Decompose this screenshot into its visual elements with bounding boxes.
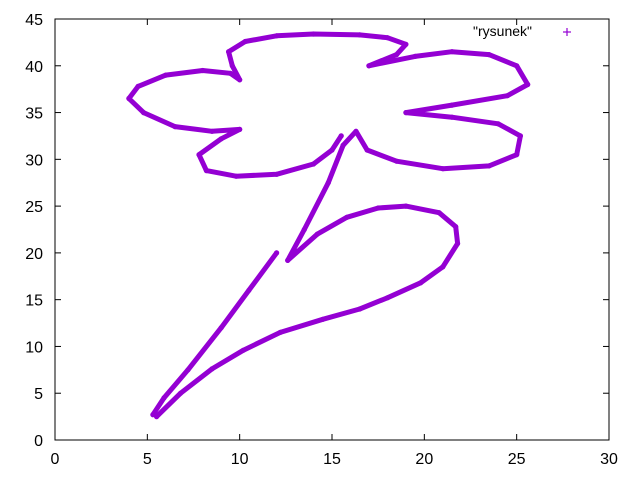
data-point xyxy=(233,173,239,179)
data-point xyxy=(449,102,455,108)
y-tick-label: 25 xyxy=(25,199,43,216)
x-tick-label: 10 xyxy=(231,451,249,468)
data-point xyxy=(274,171,280,177)
y-tick-label: 35 xyxy=(25,106,43,123)
data-point xyxy=(418,280,424,286)
data-point xyxy=(320,316,326,322)
data-point xyxy=(455,240,461,247)
data-point xyxy=(240,347,246,353)
data-point xyxy=(504,93,510,99)
data-point xyxy=(135,83,141,89)
data-point xyxy=(353,128,359,134)
data-point xyxy=(403,41,409,47)
data-point xyxy=(203,168,209,174)
data-point xyxy=(514,63,520,69)
axis-tick-labels: 0 5 10 15 20 25 30 0 5 10 15 20 25 30 35 40 45 xyxy=(25,12,618,468)
y-tick-label: 10 xyxy=(25,339,43,356)
data-point xyxy=(301,226,307,233)
data-point xyxy=(338,133,344,139)
data-point xyxy=(314,231,320,237)
data-point xyxy=(209,128,215,134)
data-point xyxy=(178,390,184,396)
data-point xyxy=(514,152,520,158)
data-point xyxy=(218,325,224,331)
data-point xyxy=(329,147,335,153)
data-point xyxy=(163,72,169,78)
data-point xyxy=(126,95,132,102)
data-point xyxy=(196,152,202,158)
legend: "rysunek" xyxy=(473,23,571,39)
data-point xyxy=(237,77,243,83)
data-point xyxy=(384,295,390,301)
data-point xyxy=(277,329,283,335)
legend-label: "rysunek" xyxy=(473,23,532,39)
y-tick-label: 5 xyxy=(34,386,43,403)
data-point xyxy=(486,163,492,169)
x-tick-label: 25 xyxy=(508,451,526,468)
data-point xyxy=(440,264,446,270)
data-point xyxy=(366,63,372,69)
series-stroke xyxy=(150,250,280,418)
y-tick-label: 40 xyxy=(25,59,43,76)
data-point xyxy=(161,395,167,401)
data-point xyxy=(200,67,206,74)
data-point xyxy=(440,166,446,172)
data-point xyxy=(412,53,418,60)
data-point xyxy=(357,306,363,312)
data-point xyxy=(226,49,232,55)
x-tick-label: 30 xyxy=(600,451,618,468)
data-point xyxy=(227,70,233,76)
data-point xyxy=(486,52,492,58)
x-tick-label: 5 xyxy=(143,451,152,468)
data-point xyxy=(285,257,291,263)
data-point xyxy=(310,31,317,37)
series-stroke xyxy=(126,31,531,420)
x-tick-label: 0 xyxy=(51,451,60,468)
y-tick-label: 30 xyxy=(25,152,43,169)
y-tick-label: 45 xyxy=(25,12,43,29)
data-point xyxy=(364,147,370,153)
data-point xyxy=(229,63,235,69)
data-point xyxy=(325,180,331,186)
data-point xyxy=(384,35,390,41)
data-point xyxy=(237,126,243,132)
data-point xyxy=(274,33,280,39)
data-point xyxy=(344,214,350,220)
data-point xyxy=(274,250,280,256)
data-point xyxy=(436,210,442,216)
y-tick-label: 0 xyxy=(34,433,43,450)
data-point xyxy=(394,52,400,58)
data-point xyxy=(495,121,501,127)
data-point xyxy=(453,224,459,230)
y-tick-label: 20 xyxy=(25,246,43,263)
data-series-rysunek xyxy=(126,31,531,420)
data-point xyxy=(242,38,248,45)
data-point xyxy=(449,114,455,120)
data-point xyxy=(340,142,346,148)
data-point xyxy=(218,136,224,142)
x-tick-label: 20 xyxy=(415,451,433,468)
axis-ticks xyxy=(54,18,610,441)
data-point xyxy=(403,110,409,116)
data-point xyxy=(172,124,178,130)
data-point xyxy=(357,32,363,38)
data-point xyxy=(141,110,147,116)
data-point xyxy=(150,412,156,418)
data-point xyxy=(209,366,215,372)
data-point xyxy=(525,81,531,88)
data-point xyxy=(310,161,317,167)
data-point xyxy=(246,287,252,293)
data-point xyxy=(449,49,455,55)
x-tick-label: 15 xyxy=(323,451,341,468)
data-point xyxy=(394,158,400,164)
data-point xyxy=(403,203,409,209)
data-point xyxy=(517,133,524,139)
legend-marker xyxy=(563,28,571,36)
y-tick-label: 15 xyxy=(25,293,43,310)
data-point xyxy=(375,205,381,211)
data-point xyxy=(185,367,191,373)
